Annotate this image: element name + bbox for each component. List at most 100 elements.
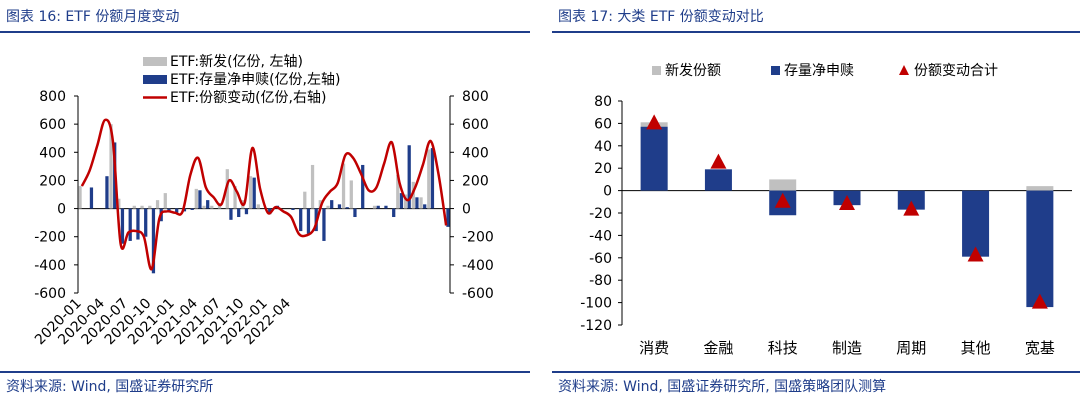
- category-label: 科技: [768, 339, 798, 357]
- legend-swatch-netflow: [771, 66, 780, 75]
- y-tick-label: 0: [603, 184, 612, 200]
- y-tick-label-right: -400: [462, 258, 494, 274]
- bar-new-issue: [132, 205, 136, 209]
- total-marker: [1031, 293, 1048, 309]
- bar-net-flow: [1026, 190, 1054, 308]
- bar-new-issue: [341, 163, 346, 209]
- legend-label-change: ETF:份额变动(亿份,右轴): [170, 90, 326, 106]
- bar-net-flow: [175, 208, 179, 213]
- bar-new-issue: [403, 194, 408, 209]
- bar-new-issue: [233, 186, 237, 209]
- x-tick-labels: 消费 金融 科技 制造 周期 其他 宽基: [639, 339, 1055, 357]
- bar-net-flow: [237, 208, 241, 218]
- legend-label-total: 份额变动合计: [914, 63, 998, 79]
- bar-new-issue: [210, 205, 214, 209]
- bar-net-flow: [306, 208, 311, 234]
- bar-net-flow: [128, 208, 132, 241]
- bar-net-flow: [361, 164, 365, 209]
- bar-net-flow: [252, 177, 256, 209]
- bar-net-flow: [640, 126, 668, 191]
- y-tick-label-left: 200: [39, 173, 66, 189]
- bar-net-flow: [345, 207, 349, 209]
- y-tick-label: 60: [594, 116, 612, 132]
- bar-new-issue: [109, 124, 113, 209]
- bar-net-flow: [407, 145, 411, 209]
- source-note: 资料来源: Wind, 国盛证券研究所: [6, 379, 214, 395]
- bar-net-flow: [190, 208, 194, 210]
- bar-new-issue: [411, 181, 415, 209]
- bar-net-flow: [430, 148, 435, 209]
- bar-net-flow: [229, 208, 233, 220]
- share-change-line: [80, 118, 448, 271]
- bar-net-flow: [206, 200, 210, 209]
- bar-net-flow: [704, 169, 732, 191]
- legend-swatch-new: [143, 57, 167, 66]
- source-divider: [552, 371, 1080, 373]
- bar-net-flow: [337, 204, 342, 209]
- bar-new-issue: [117, 198, 121, 209]
- bar-net-flow: [291, 208, 295, 210]
- bar-net-flow: [144, 208, 148, 237]
- bar-net-flow: [415, 197, 419, 209]
- bar-net-flow: [897, 190, 925, 210]
- chart-title: 图表 17: 大类 ETF 份额变动对比: [558, 9, 764, 25]
- legend-label-netflow: ETF:存量净申赎(亿份,左轴): [170, 71, 340, 88]
- legend-label-new: 新发份额: [665, 63, 721, 79]
- bar-net-flow: [322, 208, 326, 241]
- bar-net-flow: [392, 208, 396, 218]
- bar-net-flow: [399, 193, 404, 209]
- legend-swatch-new: [652, 66, 661, 75]
- y-tick-label-right: 600: [462, 117, 489, 133]
- source-divider: [0, 371, 530, 373]
- legend-label-netflow: 存量净申赎: [784, 62, 854, 79]
- bar-new-issue: [78, 186, 82, 209]
- bar-new-issue: [248, 176, 253, 209]
- y-tick-label-right: 200: [462, 173, 489, 189]
- y-tick-label: 80: [594, 94, 612, 110]
- bar-new-issue: [194, 188, 198, 209]
- axes: 80 60 40 20 0 -20 -40 -60 -80 -100 -120: [580, 94, 1072, 334]
- y-tick-label-right: 400: [462, 145, 489, 161]
- total-marker: [839, 195, 855, 211]
- total-marker: [710, 153, 727, 169]
- bar-new-issue: [202, 205, 206, 209]
- legend-marker-total: [899, 65, 909, 75]
- y-tick-label: -80: [589, 273, 612, 289]
- bar-net-flow: [182, 208, 187, 212]
- title-divider: [552, 31, 1080, 33]
- y-tick-label: 20: [594, 161, 612, 177]
- bar-net-flow: [268, 208, 272, 215]
- y-tick-label: -20: [589, 206, 612, 222]
- bar-net-flow: [136, 208, 140, 240]
- legend-label-new: ETF:新发(亿份, 左轴): [170, 54, 303, 70]
- total-marker: [774, 192, 791, 208]
- bar-new-issue: [303, 191, 307, 209]
- bar-new-issue: [256, 204, 260, 209]
- y-tick-label-right: -600: [462, 286, 494, 302]
- y-tick-label-left: 0: [57, 202, 66, 218]
- bar-new-issue: [163, 193, 167, 209]
- bar-new-issue: [419, 197, 423, 209]
- total-marker: [967, 246, 984, 262]
- legend: ETF:新发(亿份, 左轴) ETF:存量净申赎(亿份,左轴) ETF:份额变动…: [143, 54, 340, 106]
- source-note: 资料来源: Wind, 国盛证券研究所, 国盛策略团队测算: [558, 379, 887, 395]
- bar-new-issue: [140, 205, 144, 209]
- bar-new-issue: [396, 174, 400, 209]
- bar-new-issue: [1026, 186, 1054, 191]
- category-label: 制造: [832, 339, 862, 357]
- category-label: 消费: [639, 339, 669, 357]
- bar-new-issue: [349, 180, 353, 209]
- bar-net-flow: [198, 190, 202, 209]
- bar-net-flow: [151, 208, 156, 274]
- y-tick-label: -60: [589, 251, 612, 267]
- y-tick-label-right: 800: [462, 89, 489, 105]
- bar-net-flow: [120, 208, 125, 244]
- bar-net-flow: [423, 204, 427, 209]
- bar-new-issue: [372, 205, 377, 209]
- bar-new-issue: [148, 205, 152, 209]
- chart-panel-etf-monthly: 图表 16: ETF 份额月度变动 ETF:新发(亿份, 左轴) ETF:存量净…: [0, 0, 530, 411]
- y-tick-label: -120: [580, 318, 612, 334]
- bar-net-flow: [962, 190, 990, 257]
- category-label: 宽基: [1025, 339, 1055, 357]
- chart-title: 图表 16: ETF 份额月度变动: [6, 9, 180, 25]
